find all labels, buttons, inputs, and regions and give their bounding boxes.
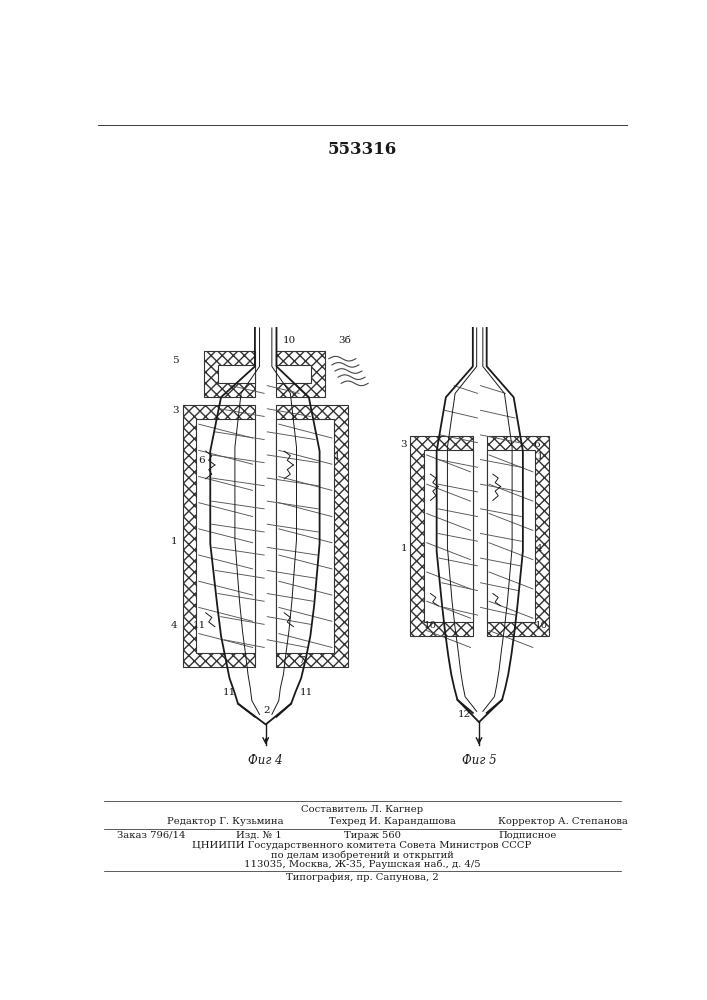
Text: Фиг 4: Фиг 4 — [248, 754, 283, 767]
Text: Подписное: Подписное — [498, 831, 556, 840]
Text: 7: 7 — [298, 656, 305, 665]
Text: Фиг 5: Фиг 5 — [462, 754, 496, 767]
Text: 2: 2 — [264, 706, 270, 715]
Text: 6: 6 — [198, 456, 204, 465]
Text: 11: 11 — [300, 688, 312, 697]
Bar — [276, 351, 325, 397]
Text: по делам изобретений и открытий: по делам изобретений и открытий — [271, 851, 453, 860]
Text: Техред И. Карандашова: Техред И. Карандашова — [329, 817, 456, 826]
Text: 1: 1 — [537, 452, 544, 461]
Text: 1: 1 — [171, 536, 177, 546]
Text: 11: 11 — [223, 688, 236, 697]
Text: ЦНИИПИ Государственного комитета Совета Министров СССР: ЦНИИПИ Государственного комитета Совета … — [192, 841, 532, 850]
Text: 553316: 553316 — [327, 141, 397, 158]
Bar — [182, 405, 255, 667]
Text: 10: 10 — [535, 621, 549, 630]
Bar — [486, 436, 549, 636]
Text: 4: 4 — [535, 544, 542, 553]
Text: 10: 10 — [423, 621, 437, 630]
Bar — [486, 450, 535, 622]
Text: 5: 5 — [173, 356, 179, 365]
Text: 3: 3 — [400, 440, 407, 449]
Text: Тираж 560: Тираж 560 — [344, 831, 402, 840]
Text: Заказ 796/14: Заказ 796/14 — [117, 831, 186, 840]
Text: 3: 3 — [173, 406, 179, 415]
Text: 11: 11 — [192, 621, 206, 630]
Text: Изд. № 1: Изд. № 1 — [236, 831, 282, 840]
Bar — [197, 419, 255, 653]
Bar — [276, 405, 348, 667]
Text: 1: 1 — [400, 544, 407, 553]
Text: Редактор Г. Кузьмина: Редактор Г. Кузьмина — [167, 817, 284, 826]
Text: 3б: 3б — [338, 336, 351, 345]
Bar — [411, 436, 473, 636]
Bar — [276, 365, 311, 383]
Text: Корректор А. Степанова: Корректор А. Степанова — [498, 817, 628, 826]
Text: 113035, Москва, Ж-35, Раушская наб., д. 4/5: 113035, Москва, Ж-35, Раушская наб., д. … — [244, 860, 480, 869]
Text: 4: 4 — [171, 621, 177, 630]
Text: Составитель Л. Кагнер: Составитель Л. Кагнер — [301, 805, 423, 814]
Bar — [204, 351, 255, 397]
Bar — [276, 419, 334, 653]
Text: 10: 10 — [283, 336, 296, 345]
Text: Типография, пр. Сапунова, 2: Типография, пр. Сапунова, 2 — [286, 873, 438, 882]
Bar — [218, 365, 255, 383]
Text: 12: 12 — [458, 710, 472, 719]
Text: 1: 1 — [334, 452, 340, 461]
Text: 6: 6 — [533, 440, 539, 449]
Bar — [424, 450, 473, 622]
